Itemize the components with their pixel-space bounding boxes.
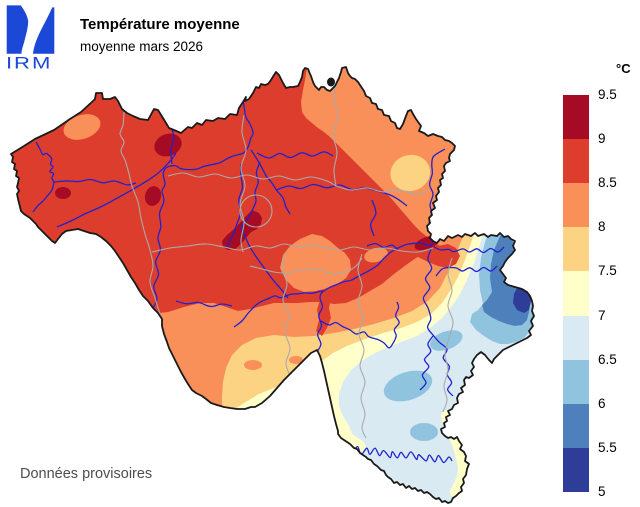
svg-text:IRM: IRM [6,54,52,73]
